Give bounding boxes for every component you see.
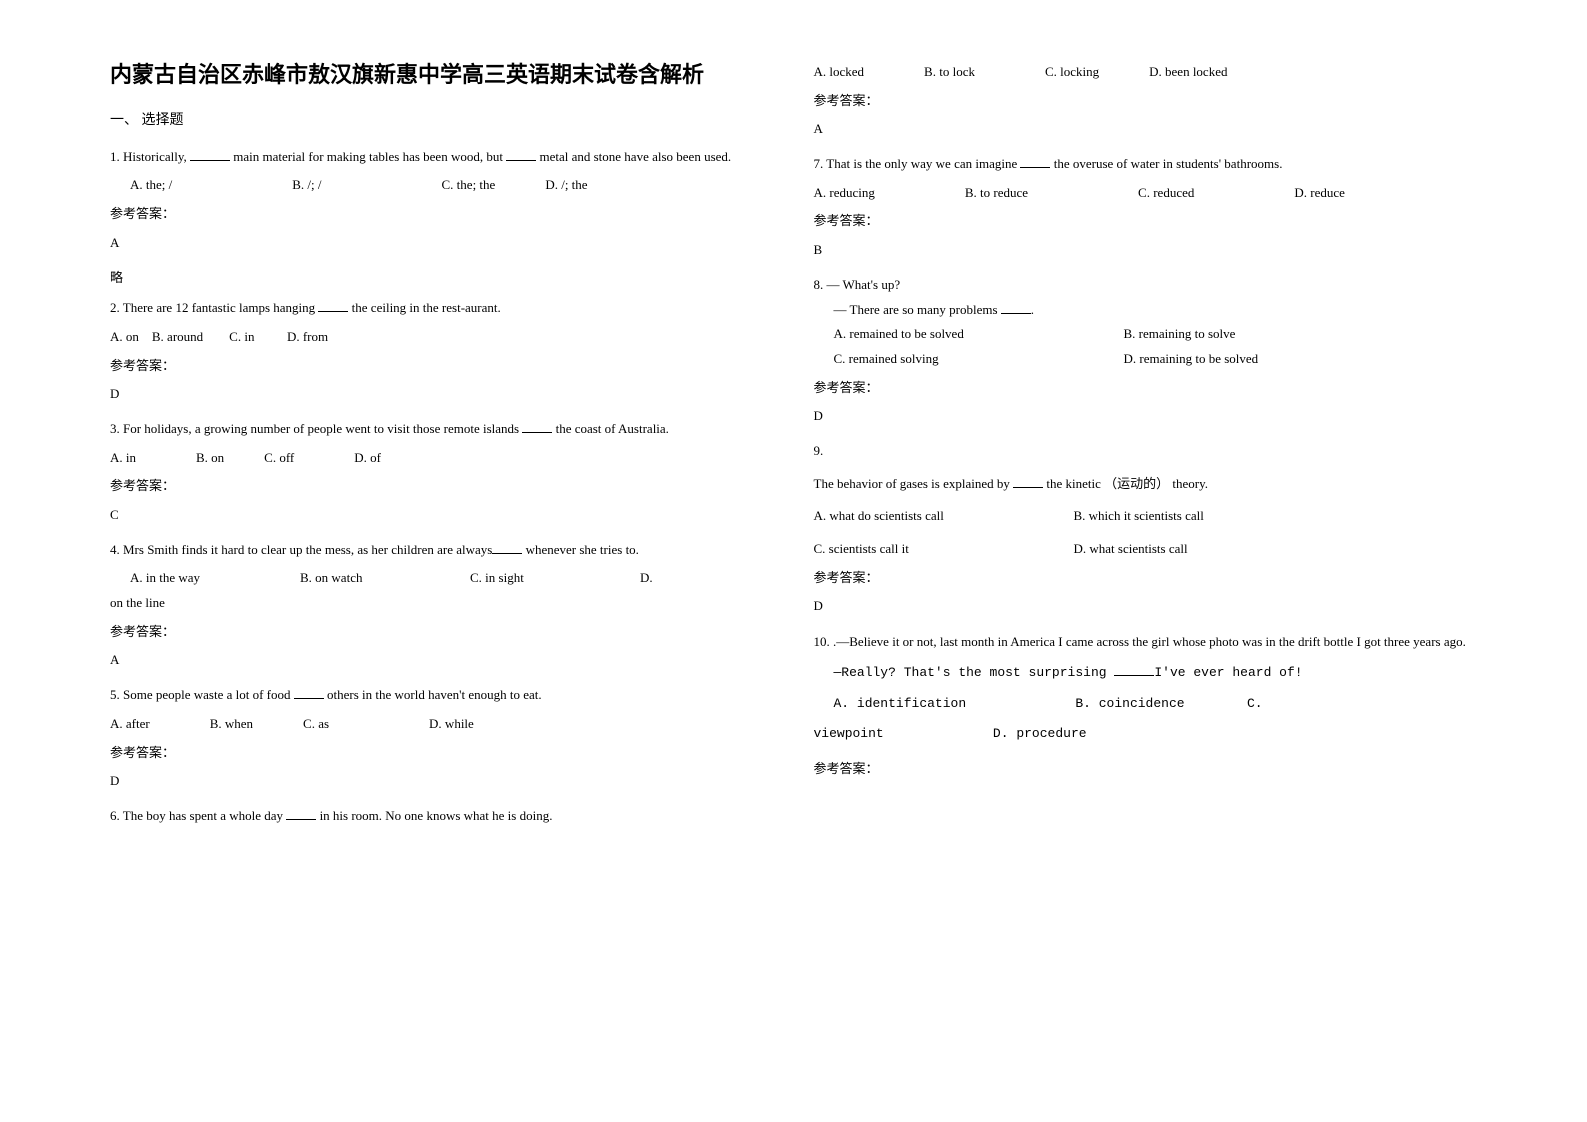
question-10: 10. .—Believe it or not, last month in A… [814, 629, 1478, 782]
blank [506, 147, 536, 161]
blank [318, 298, 348, 312]
option-c: C. as [303, 712, 329, 737]
section-header: 一、 选择题 [110, 109, 774, 129]
document-title: 内蒙古自治区赤峰市敖汉旗新惠中学高三英语期末试卷含解析 [110, 60, 774, 91]
options: A. after B. when C. as D. while [110, 712, 774, 737]
options-line-2: on the line [110, 591, 774, 616]
answer-label: 参考答案： [110, 354, 774, 379]
option-d: D. been locked [1149, 60, 1227, 85]
option-b: B. to reduce [965, 181, 1028, 206]
answer-label: 参考答案： [814, 757, 1478, 782]
question-9: 9. The behavior of gases is explained by… [814, 439, 1478, 619]
answer-label: 参考答案： [814, 209, 1478, 234]
q8-opts-cd: C. remained solving D. remaining to be s… [814, 347, 1478, 372]
blank [294, 685, 324, 699]
option-d: D. of [354, 446, 381, 471]
blank [1001, 300, 1031, 314]
question-text: 5. Some people waste a lot of food other… [110, 683, 774, 708]
answer-value: C [110, 503, 774, 528]
question-text: 6. The boy has spent a whole day in his … [110, 804, 774, 829]
question-text: 4. Mrs Smith finds it hard to clear up t… [110, 538, 774, 563]
answer-value: D [814, 594, 1478, 619]
question-1: 1. Historically, main material for makin… [110, 145, 774, 290]
options-line: A. on B. around C. in D. from [110, 325, 774, 350]
option-a: A. locked [814, 60, 865, 85]
right-column: A. locked B. to lock C. locking D. been … [794, 60, 1498, 1062]
option-c: C. reduced [1138, 181, 1194, 206]
question-text: The behavior of gases is explained by th… [814, 472, 1478, 497]
answer-value: A [110, 231, 774, 256]
option-d: D. /; the [545, 173, 587, 198]
answer-label: 参考答案： [110, 474, 774, 499]
option-a: A. after [110, 712, 150, 737]
blank [190, 147, 230, 161]
question-2: 2. There are 12 fantastic lamps hanging … [110, 296, 774, 407]
answer-label: 参考答案： [110, 620, 774, 645]
blank [1013, 474, 1043, 488]
options-line-1: A. in the way B. on watch C. in sight D. [110, 566, 774, 591]
question-7: 7. That is the only way we can imagine t… [814, 152, 1478, 263]
blank [286, 806, 316, 820]
question-text: 3. For holidays, a growing number of peo… [110, 417, 774, 442]
option-c: C. the; the [442, 173, 496, 198]
question-6-text: 6. The boy has spent a whole day in his … [110, 804, 774, 829]
question-6-options: A. locked B. to lock C. locking D. been … [814, 60, 1478, 142]
option-a: A. in [110, 446, 136, 471]
answer-label: 参考答案： [110, 741, 774, 766]
question-3: 3. For holidays, a growing number of peo… [110, 417, 774, 528]
q9-opts-cd: C. scientists call it D. what scientists… [814, 537, 1478, 562]
question-text: 1. Historically, main material for makin… [110, 145, 774, 170]
q9-opts-ab: A. what do scientists call B. which it s… [814, 504, 1478, 529]
blank [1020, 154, 1050, 168]
blank [1114, 662, 1154, 676]
q8-opts-ab: A. remained to be solved B. remaining to… [814, 322, 1478, 347]
q8-line2: — There are so many problems . [814, 298, 1478, 323]
options: A. in B. on C. off D. of [110, 446, 774, 471]
options-line-1: A. identification B. coincidence C. [814, 692, 1478, 717]
answer-value: B [814, 238, 1478, 263]
answer-value: A [814, 117, 1478, 142]
options: A. the; / B. /; / C. the; the D. /; the [110, 173, 774, 198]
option-a: A. reducing [814, 181, 875, 206]
options-line-2: viewpoint D. procedure [814, 722, 1478, 747]
answer-label: 参考答案： [814, 566, 1478, 591]
question-text: 10. .—Believe it or not, last month in A… [814, 629, 1478, 655]
question-text: 7. That is the only way we can imagine t… [814, 152, 1478, 177]
question-text: 2. There are 12 fantastic lamps hanging … [110, 296, 774, 321]
answer-value: A [110, 648, 774, 673]
blank [522, 419, 552, 433]
option-b: B. /; / [292, 173, 321, 198]
options: A. reducing B. to reduce C. reduced D. r… [814, 181, 1478, 206]
option-d: D. reduce [1294, 181, 1345, 206]
answer-value: D [814, 404, 1478, 429]
option-a: A. the; / [130, 173, 172, 198]
q9-num: 9. [814, 439, 1478, 464]
blank [492, 540, 522, 554]
question-8: 8. — What's up? — There are so many prob… [814, 273, 1478, 429]
option-d: D. while [429, 712, 474, 737]
answer-label: 参考答案： [110, 202, 774, 227]
option-b: B. when [210, 712, 253, 737]
left-column: 内蒙古自治区赤峰市敖汉旗新惠中学高三英语期末试卷含解析 一、 选择题 1. Hi… [90, 60, 794, 1062]
question-4: 4. Mrs Smith finds it hard to clear up t… [110, 538, 774, 673]
options: A. locked B. to lock C. locking D. been … [814, 60, 1478, 85]
answer-label: 参考答案： [814, 89, 1478, 114]
option-b: B. to lock [924, 60, 975, 85]
note: 略 [110, 266, 774, 291]
option-c: C. locking [1045, 60, 1099, 85]
option-b: B. on [196, 446, 224, 471]
q8-line1: 8. — What's up? [814, 273, 1478, 298]
q10-reply: —Really? That's the most surprising I've… [814, 661, 1478, 686]
answer-value: D [110, 382, 774, 407]
answer-label: 参考答案： [814, 376, 1478, 401]
answer-value: D [110, 769, 774, 794]
question-5: 5. Some people waste a lot of food other… [110, 683, 774, 794]
option-c: C. off [264, 446, 294, 471]
